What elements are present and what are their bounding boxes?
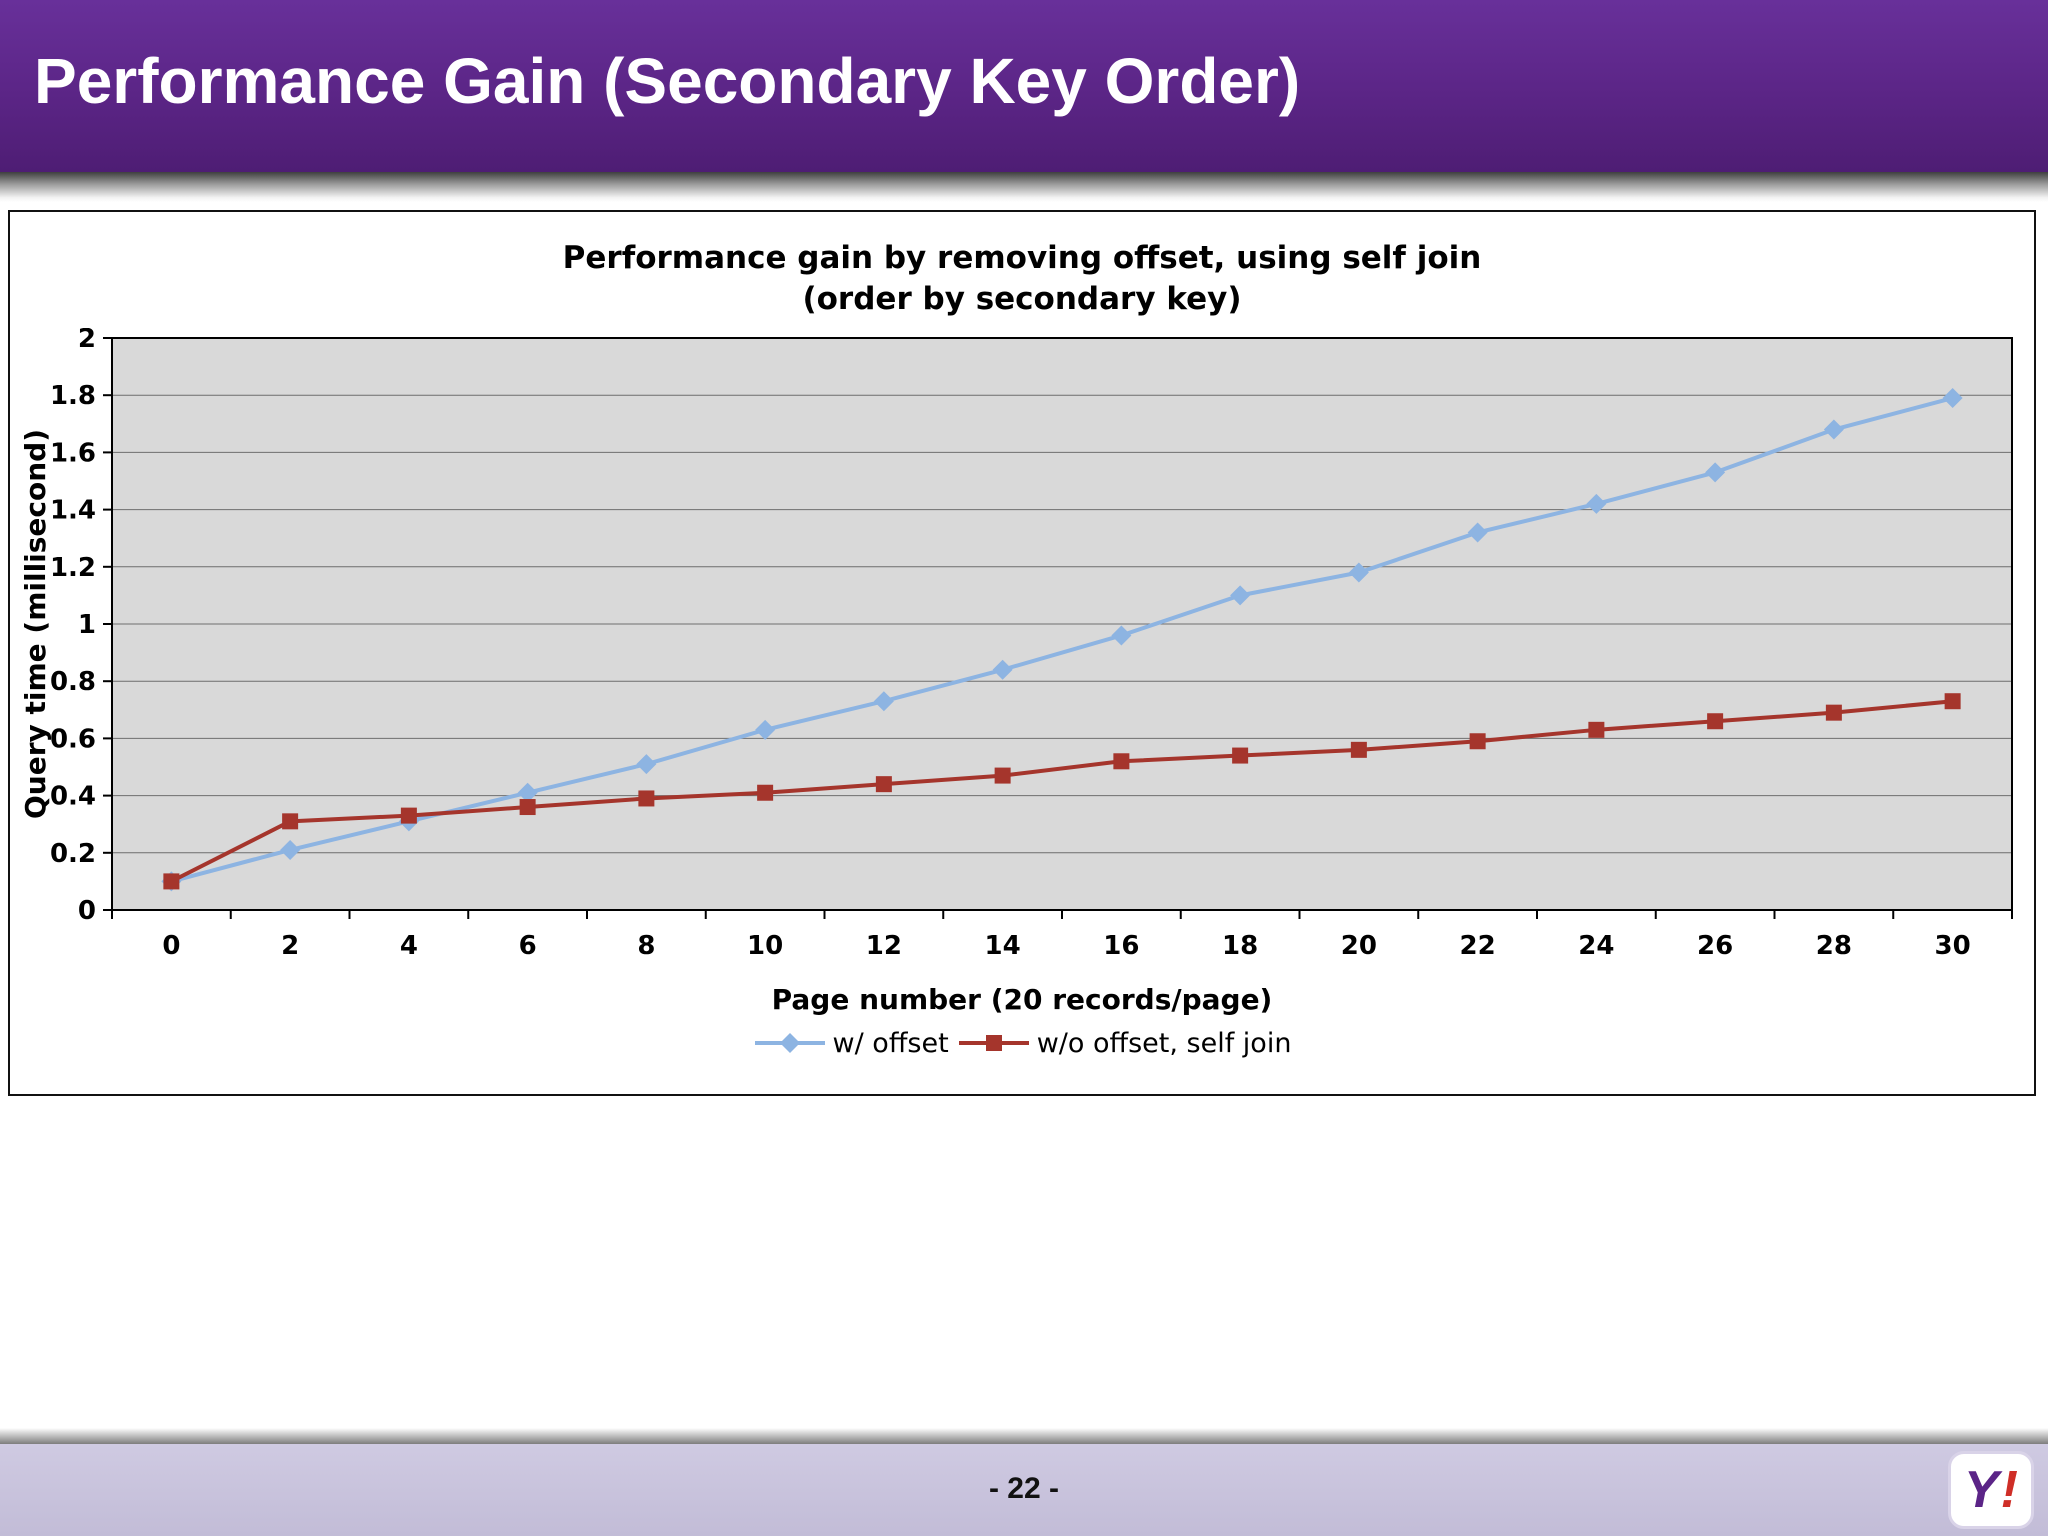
square-marker [1350, 741, 1367, 758]
y-tick-label: 1.8 [50, 381, 96, 411]
square-marker [1707, 713, 1724, 730]
square-marker [519, 798, 536, 815]
diamond-marker [1823, 419, 1844, 440]
y-tick-label: 1.6 [50, 438, 96, 468]
legend-item-1: w/o offset, self join [957, 1027, 1292, 1059]
square-marker [163, 873, 180, 890]
footer: - 22 - Y! [0, 1444, 2048, 1536]
yahoo-logo: Y! [1948, 1451, 2034, 1529]
square-marker [1113, 753, 1130, 770]
diamond-marker [992, 659, 1013, 680]
diamond-marker [873, 691, 894, 712]
diamond-marker [1467, 522, 1488, 543]
legend-label: w/o offset, self join [1036, 1027, 1292, 1059]
y-tick-label: 0.6 [50, 724, 96, 754]
x-tick-label: 28 [1816, 931, 1852, 961]
diamond-marker [1705, 462, 1726, 483]
header-shadow [0, 172, 2048, 202]
x-tick-label: 16 [1103, 931, 1139, 961]
square-marker [400, 807, 417, 824]
x-tick-label: 22 [1460, 931, 1496, 961]
series-line [170, 395, 1954, 884]
diamond-marker [755, 719, 776, 740]
y-tick-label: 0.4 [50, 781, 96, 811]
y-tick-label: 1.4 [50, 495, 96, 525]
x-tick-label: 6 [519, 931, 537, 961]
x-tick-label: 18 [1222, 931, 1258, 961]
slide-header: Performance Gain (Secondary Key Order) [0, 0, 2048, 172]
diamond-marker [517, 782, 538, 803]
x-tick-label: 2 [281, 931, 299, 961]
diamond-marker [1230, 585, 1251, 606]
chart-legend: w/ offset w/o offset, self join [753, 1027, 1292, 1059]
series-1 [163, 693, 1961, 890]
square-marker [994, 767, 1011, 784]
legend-marker-diamond-icon [754, 1033, 825, 1054]
square-marker [1469, 733, 1486, 750]
x-tick-label: 12 [866, 931, 902, 961]
y-tick-label: 1 [78, 610, 96, 640]
series-0 [161, 387, 1963, 892]
chart-container: Performance gain by removing offset, usi… [8, 210, 2036, 1096]
x-tick-label: 8 [637, 931, 655, 961]
y-tick-label: 1.2 [50, 553, 96, 583]
square-marker [1944, 693, 1961, 710]
yahoo-logo-y: Y [1963, 1461, 1999, 1519]
square-marker [1588, 721, 1605, 738]
x-tick-label: 14 [985, 931, 1021, 961]
y-tick-label: 0.8 [50, 667, 96, 697]
series-line [170, 699, 1953, 883]
chart-title-line2: (order by secondary key) [802, 280, 1242, 317]
chart-title: Performance gain by removing offset, usi… [563, 238, 1482, 320]
x-tick-label: 30 [1935, 931, 1971, 961]
slide-title: Performance Gain (Secondary Key Order) [34, 45, 1301, 117]
legend-label: w/ offset [832, 1027, 949, 1059]
line-chart: 00.20.40.60.811.21.41.61.820 2 4 6 8 10 12 14 16… [19, 328, 2013, 961]
square-marker [282, 813, 299, 830]
y-tick-label: 0 [78, 896, 96, 926]
x-tick-label: 10 [747, 931, 783, 961]
page-number: - 22 - [988, 1472, 1060, 1505]
footer-shadow [0, 1428, 2048, 1444]
legend-marker-square-icon [958, 1035, 1029, 1052]
square-marker [1825, 704, 1842, 721]
x-axis-label: Page number (20 records/page) [771, 982, 1273, 1016]
x-tick-label: 4 [400, 931, 418, 961]
x-tick-label: 20 [1341, 931, 1377, 961]
chart-title-line1: Performance gain by removing offset, usi… [562, 240, 1482, 276]
x-tick-label: 0 [162, 931, 180, 961]
diamond-marker [1586, 493, 1607, 514]
y-tick-label: 0.2 [50, 839, 96, 869]
plot-border [111, 336, 2013, 911]
y-axis-label: Query time (millisecond) [19, 429, 52, 819]
yahoo-logo-exclamation: ! [2000, 1461, 2018, 1519]
x-tick-label: 26 [1697, 931, 1733, 961]
legend-item-0: w/ offset [753, 1028, 949, 1059]
diamond-marker [636, 753, 657, 774]
diamond-marker [1111, 625, 1132, 646]
diamond-marker [1942, 387, 1963, 408]
square-marker [638, 790, 655, 807]
diamond-marker [280, 839, 301, 860]
diamond-marker [1348, 562, 1369, 583]
square-marker [875, 775, 892, 792]
square-marker [1232, 747, 1249, 764]
x-tick-label: 24 [1578, 931, 1614, 961]
square-marker [757, 784, 774, 801]
y-tick-label: 2 [78, 328, 96, 354]
